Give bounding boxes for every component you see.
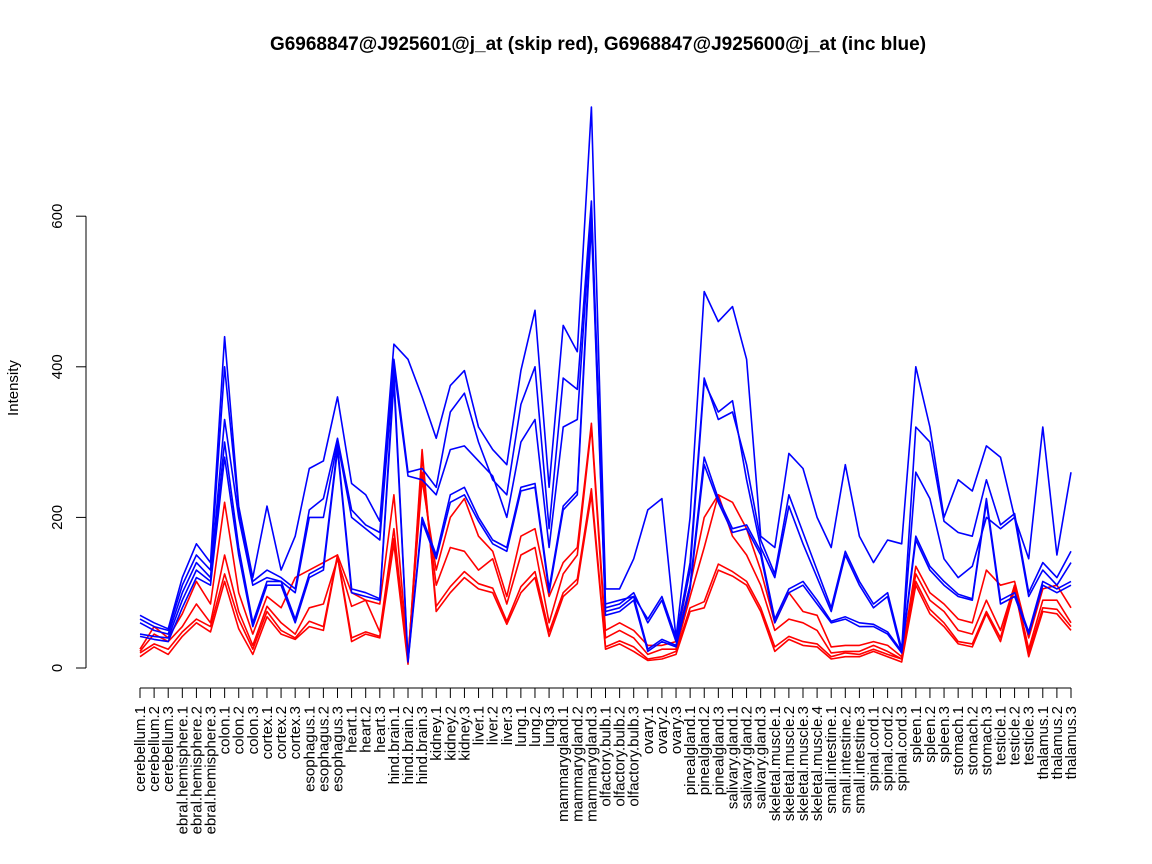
x-tick-label: ovary.3 <box>668 706 685 754</box>
x-tick-label: stomach.2 <box>964 706 981 775</box>
x-tick-label: kidney.1 <box>428 706 445 761</box>
x-tick-label: skeletal.muscle.1 <box>767 706 784 821</box>
x-tick-label: testicle.1 <box>992 706 1009 765</box>
series-line-skip-1 <box>139 454 1072 663</box>
series-line-skip-3 <box>139 422 1072 658</box>
y-tick-label: 0 <box>49 664 66 672</box>
x-tick-label: cerebellum.1 <box>132 706 149 792</box>
y-axis-label: Intensity <box>5 360 22 416</box>
x-tick-label: hind.brain.3 <box>414 706 431 784</box>
x-tick-label: mammarygland.2 <box>569 706 586 822</box>
x-tick-label: esophagus.3 <box>329 706 346 792</box>
x-tick-label: stomach.3 <box>978 706 995 775</box>
x-tick-label: cerebellum.3 <box>160 706 177 792</box>
y-tick-label: 200 <box>49 505 66 530</box>
x-tick-label: heart.2 <box>358 706 375 753</box>
x-tick-label: spleen.2 <box>922 706 939 763</box>
x-tick-label: thalamus.1 <box>1035 706 1052 779</box>
x-tick-label: liver.2 <box>485 706 502 745</box>
x-tick-label: lung.1 <box>513 706 530 747</box>
x-tick-label: ebral.hemisphere.2 <box>188 706 205 834</box>
x-tick-label: lung.3 <box>541 706 558 747</box>
x-tick-label: ebral.hemisphere.1 <box>174 706 191 834</box>
x-tick-label: lung.2 <box>527 706 544 747</box>
x-tick-label: small.intestine.1 <box>823 706 840 814</box>
x-tick-label: skeletal.muscle.3 <box>795 706 812 821</box>
x-tick-label: skeletal.muscle.2 <box>781 706 798 821</box>
y-axis: 0 200 400 600 <box>49 204 87 672</box>
x-tick-label: kidney.2 <box>442 706 459 761</box>
y-tick-label: 600 <box>49 204 66 229</box>
x-tick-label: spleen.1 <box>908 706 925 763</box>
x-tick-label: thalamus.2 <box>1049 706 1066 779</box>
x-tick-label: mammarygland.3 <box>583 706 600 822</box>
x-tick-label: liver.1 <box>471 706 488 745</box>
x-tick-label: stomach.1 <box>950 706 967 775</box>
x-tick-label: spinal.cord.2 <box>880 706 897 791</box>
x-tick-label: hind.brain.1 <box>386 706 403 784</box>
y-tick-label: 400 <box>49 354 66 379</box>
series-line-inc-7 <box>139 200 1072 651</box>
x-tick-label: testicle.3 <box>1021 706 1038 765</box>
series-layer <box>139 106 1072 666</box>
x-tick-label: spinal.cord.1 <box>866 706 883 791</box>
x-tick-label: esophagus.2 <box>315 706 332 792</box>
x-tick-label: cortex.3 <box>287 706 304 759</box>
x-tick-label: kidney.3 <box>456 706 473 761</box>
x-tick-label: olfactory.bulb.2 <box>612 706 629 807</box>
x-tick-label: salivary.gland.3 <box>753 706 770 809</box>
x-tick-label: spleen.3 <box>936 706 953 763</box>
x-tick-label: pinealgland.3 <box>710 706 727 795</box>
x-tick-label: skeletal.muscle.4 <box>809 706 826 821</box>
x-tick-label: spinal.cord.3 <box>894 706 911 791</box>
series-line-inc-6 <box>139 207 1072 654</box>
x-tick-label: colon.3 <box>245 706 262 754</box>
x-tick-label: colon.2 <box>231 706 248 754</box>
x-tick-label: pinealgland.1 <box>682 706 699 795</box>
series-line-inc-8 <box>139 106 1072 639</box>
x-tick-label: salivary.gland.2 <box>739 706 756 809</box>
x-tick-label: ovary.2 <box>654 706 671 754</box>
x-tick-label: thalamus.3 <box>1063 706 1080 779</box>
x-tick-label: heart.3 <box>372 706 389 753</box>
x-axis: cerebellum.1cerebellum.2cerebellum.3ebra… <box>132 687 1080 834</box>
x-tick-label: colon.1 <box>217 706 234 754</box>
x-tick-label: cerebellum.2 <box>146 706 163 792</box>
x-tick-label: olfactory.bulb.3 <box>626 706 643 807</box>
x-tick-label: mammarygland.1 <box>555 706 572 822</box>
x-tick-label: small.intestine.2 <box>837 706 854 814</box>
x-tick-label: cortex.2 <box>273 706 290 759</box>
x-tick-label: ebral.hemisphere.3 <box>203 706 220 834</box>
x-tick-label: small.intestine.3 <box>851 706 868 814</box>
x-tick-label: ovary.1 <box>640 706 657 754</box>
x-tick-label: heart.1 <box>344 706 361 753</box>
x-tick-label: olfactory.bulb.1 <box>598 706 615 807</box>
x-tick-label: pinealgland.2 <box>696 706 713 795</box>
x-tick-label: salivary.gland.1 <box>724 706 741 809</box>
x-tick-label: liver.3 <box>499 706 516 745</box>
x-tick-label: testicle.2 <box>1007 706 1024 765</box>
x-tick-label: cortex.1 <box>259 706 276 759</box>
chart-title: G6968847@J925601@j_at (skip red), G69688… <box>270 34 926 55</box>
series-line-inc-5 <box>139 215 1072 662</box>
x-tick-label: hind.brain.2 <box>400 706 417 784</box>
x-tick-label: esophagus.1 <box>301 706 318 792</box>
series-line-skip-2 <box>139 426 1072 662</box>
